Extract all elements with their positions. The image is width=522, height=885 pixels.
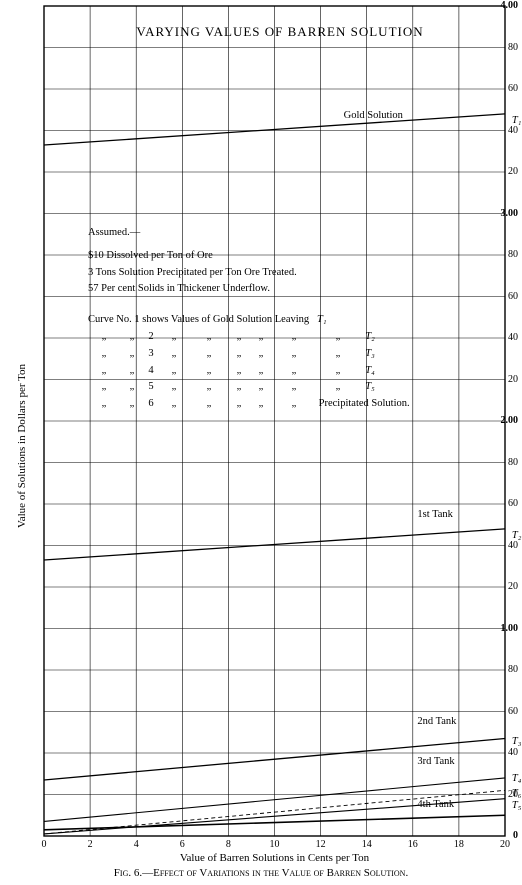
- chart-title: VARYING VALUES OF BARREN SOLUTION: [60, 23, 500, 41]
- curve-legend-row: „„4„„„„„„ T₄: [88, 363, 488, 380]
- series-label: Gold Solution: [344, 110, 403, 121]
- assumption-line: 3 Tons Solution Precipitated per Ton Ore…: [88, 265, 488, 282]
- figure-container: 0204060801.00204060802.00204060803.00204…: [0, 0, 522, 885]
- chart-plot: [0, 0, 522, 885]
- curve-legend-row: „„6„„„„„ Precipitated Solution.: [88, 396, 488, 413]
- series-t-label: T₂: [512, 530, 522, 541]
- assumption-line: $10 Dissolved per Ton of Ore: [88, 248, 488, 265]
- series-label: 1st Tank: [417, 509, 453, 520]
- assumptions-box: Assumed.— $10 Dissolved per Ton of Ore 3…: [88, 225, 488, 413]
- series-label: 4th Tank: [417, 799, 454, 810]
- series-t-label: T₁: [512, 115, 522, 126]
- x-axis-label: Value of Barren Solutions in Cents per T…: [44, 852, 505, 864]
- curve-legend-row: „„2„„„„„„ T₂: [88, 329, 488, 346]
- curve-legend-row: „„5„„„„„„ T₅: [88, 379, 488, 396]
- series-t-label: T₅: [512, 800, 522, 811]
- series-t-label: T₃: [512, 736, 522, 747]
- assumption-line: 57 Per cent Solids in Thickener Underflo…: [88, 281, 488, 298]
- series-t-label: T₆: [512, 788, 522, 799]
- figure-caption: Fig. 6.—Effect of Variations in the Valu…: [0, 867, 522, 879]
- series-label: 3rd Tank: [417, 756, 454, 767]
- series-label: 2nd Tank: [417, 716, 456, 727]
- curve-legend-row: Curve No. 1 shows Values of Gold Solutio…: [88, 312, 488, 329]
- series-t-label: T₄: [512, 773, 522, 784]
- curve-legend-row: „„3„„„„„„ T₃: [88, 346, 488, 363]
- assumed-heading: Assumed.—: [88, 225, 488, 242]
